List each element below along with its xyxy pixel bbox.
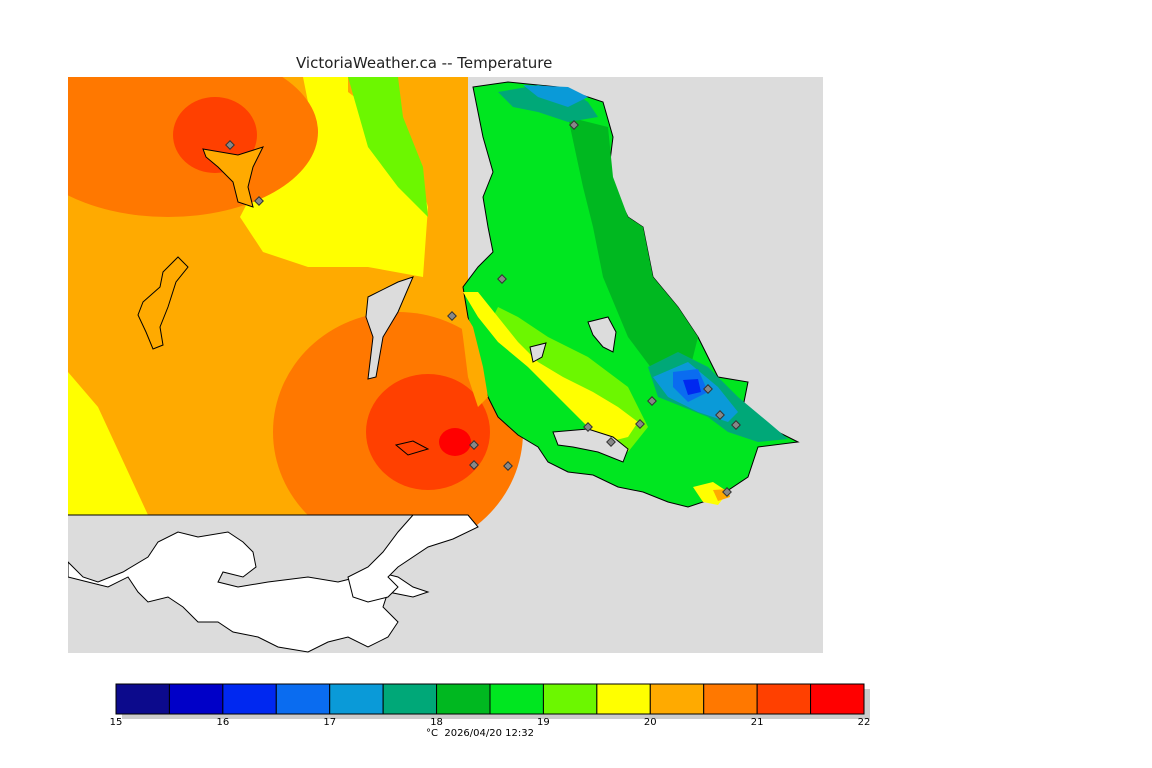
station-marker [583,422,593,432]
legend-tick-label: 22 [857,717,871,728]
station-marker [469,460,479,470]
legend-bin [222,683,277,715]
legend-footer: °C 2026/04/20 12:32 [426,728,534,739]
station-marker [447,311,457,321]
legend-tick-label: 16 [216,717,230,728]
legend-bin [382,683,438,715]
legend-bin [275,683,331,715]
legend-tick-label: 15 [109,717,123,728]
station-marker [569,120,579,130]
station-marker [225,140,235,150]
legend-bin [489,683,544,715]
legend-bin [756,683,812,715]
legend-tick-label: 20 [643,717,657,728]
legend-bin [810,683,865,715]
station-marker [606,437,616,447]
outside-domain-land [68,514,479,653]
station-marker [497,274,507,284]
station-marker [503,461,513,471]
temperature-map [68,77,823,653]
legend-bin [542,683,598,715]
legend-bin [596,683,651,715]
legend-tick-label: 19 [537,717,550,728]
station-marker [254,196,264,206]
legend-tick-label: 21 [750,717,764,728]
peninsula-contours [458,81,800,508]
station-markers [225,120,741,497]
station-marker [647,396,657,406]
map-title: VictoriaWeather.ca -- Temperature [296,54,553,72]
legend-tick-label: 17 [323,717,337,728]
station-marker [731,420,741,430]
station-marker [703,384,713,394]
station-marker [469,440,479,450]
west-land-contours [68,77,523,552]
legend-bin [329,683,384,715]
legend-bin [115,683,170,715]
station-marker [715,410,725,420]
legend-tick-label: 18 [430,717,443,728]
station-marker [722,487,732,497]
legend-bin [168,683,224,715]
legend-bin [649,683,705,715]
legend-bin [436,683,491,715]
station-marker [635,419,645,429]
legend-bin [703,683,758,715]
